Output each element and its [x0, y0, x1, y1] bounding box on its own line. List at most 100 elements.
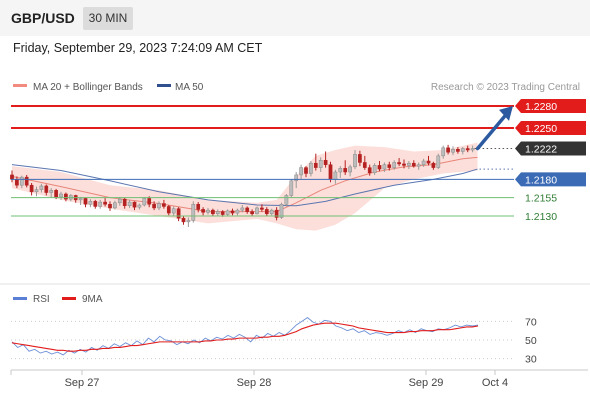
candle-body: [323, 160, 328, 165]
candle-body: [392, 162, 397, 168]
bollinger-band-area: [12, 142, 478, 231]
ma50-legend-label: MA 50: [175, 82, 204, 93]
candle-body: [451, 149, 455, 153]
candle-body: [225, 210, 230, 215]
level-tag-bg: [515, 141, 586, 156]
ma9-legend-label: 9MA: [82, 294, 103, 305]
candle-body: [456, 149, 460, 152]
x-tick-label: Sep 27: [65, 377, 100, 389]
candle-body: [362, 162, 367, 168]
candle-body: [358, 154, 362, 163]
candle-body: [166, 206, 171, 214]
level-tag: 1.2130: [525, 211, 557, 223]
candle-body: [269, 209, 274, 215]
level-tag: 1.2222: [515, 141, 586, 156]
candle-body: [328, 164, 333, 180]
candle-body: [54, 190, 58, 198]
candle-body: [103, 201, 107, 205]
candle-body: [250, 211, 254, 215]
candle-body: [15, 179, 19, 186]
candle-body: [264, 209, 269, 215]
candle-body: [421, 160, 426, 165]
candle-body: [387, 164, 392, 168]
candle-body: [230, 210, 235, 214]
candle-body: [78, 198, 83, 201]
level-tag-bg: [515, 121, 586, 135]
rsi-tick-label: 70: [525, 316, 537, 328]
candle-body: [460, 148, 465, 152]
candle-body: [220, 211, 225, 215]
candle-body: [318, 160, 323, 168]
candle-body: [83, 198, 88, 205]
candle-body: [132, 201, 137, 208]
x-axis: Sep 27 Sep 28 Sep 29 Oct 4: [10, 370, 508, 389]
symbol-title: GBP/USD: [11, 10, 75, 26]
candle-body: [304, 167, 308, 174]
level-tag: 1.2280: [515, 99, 586, 113]
candle-body: [162, 203, 166, 207]
candle-body: [64, 193, 68, 200]
level-label: 1.2180: [525, 174, 557, 186]
candle-body: [196, 204, 201, 210]
candle-body: [34, 189, 39, 193]
x-tick-label: Sep 29: [409, 377, 444, 389]
candle-body: [171, 208, 176, 214]
bb-legend-label: MA 20 + Bollinger Bands: [33, 82, 143, 93]
candle-body: [240, 207, 245, 211]
candle-body: [377, 165, 382, 170]
candle-body: [181, 217, 186, 223]
candle-body: [117, 198, 122, 204]
level-label: 1.2250: [525, 123, 557, 135]
candle-body: [142, 198, 147, 206]
candle-body: [137, 204, 142, 208]
candle-body: [98, 201, 103, 207]
candle-body: [59, 193, 63, 198]
candle-body: [191, 204, 196, 221]
arrow-shaft: [475, 114, 507, 151]
timeframe-badge[interactable]: 30 MIN: [83, 7, 133, 30]
candle-body: [284, 195, 289, 205]
candle-body: [206, 209, 210, 213]
level-tag: 1.2250: [515, 121, 586, 135]
candle-body: [333, 171, 338, 180]
candle-body: [88, 201, 93, 205]
candle-body: [416, 164, 421, 167]
candle-body: [122, 198, 127, 206]
candle-body: [426, 160, 431, 164]
candle-body: [338, 168, 343, 173]
level-label: 1.2280: [525, 101, 557, 113]
levels: 1.2280 1.2250 1.2222 1.2180 1.2155 1.2130: [11, 99, 586, 223]
candle-body: [274, 209, 279, 218]
candle-body: [211, 209, 215, 215]
bb-legend-swatch: [13, 84, 27, 87]
candle-body: [147, 198, 152, 205]
rsi-plot: 70 50 30: [11, 316, 537, 366]
candle-body: [215, 211, 220, 215]
rsi-tick-label: 50: [525, 335, 537, 347]
candle-body: [245, 207, 250, 212]
candle-body: [441, 147, 446, 157]
candle-body: [279, 204, 284, 218]
level-label: 1.2222: [525, 144, 557, 156]
candle-body: [446, 147, 450, 153]
candle-body: [470, 148, 475, 151]
rsi-legend-label: RSI: [33, 294, 50, 305]
ma9-legend-swatch: [62, 297, 76, 300]
candle-body: [176, 208, 181, 219]
candle-body: [294, 174, 299, 182]
candle-body: [348, 166, 352, 173]
candle-body: [44, 185, 49, 193]
candle-body: [299, 167, 303, 176]
candle-body: [29, 184, 34, 193]
candle-body: [10, 174, 14, 180]
candle-body: [353, 154, 357, 168]
level-tag-bg: [515, 172, 586, 187]
forecast-arrow: [475, 105, 513, 151]
candle-body: [108, 204, 112, 209]
candle-body: [19, 176, 24, 186]
candle-body: [372, 165, 377, 173]
rsi-line: [11, 317, 479, 356]
level-label: 1.2130: [525, 211, 557, 223]
arrow-head: [499, 105, 513, 121]
